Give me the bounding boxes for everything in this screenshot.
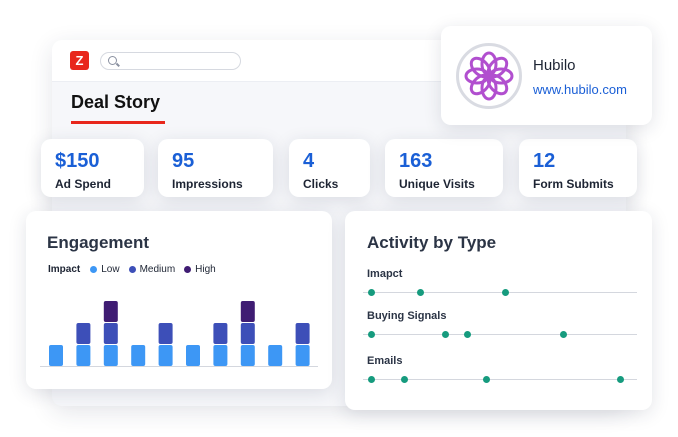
legend-dot — [90, 266, 98, 273]
bar-segment-low[interactable] — [268, 345, 283, 366]
activity-row-label-emails: Emails — [367, 355, 403, 367]
stat-label: Ad Spend — [55, 177, 111, 191]
stat-label: Impressions — [172, 177, 243, 191]
bar-segment-medium[interactable] — [213, 323, 228, 344]
search-icon — [108, 56, 117, 65]
legend-dot — [184, 266, 192, 273]
bar-segment-low[interactable] — [295, 345, 310, 366]
bar-segment-low[interactable] — [131, 345, 146, 366]
activity-track-emails — [363, 376, 637, 383]
stat-card-unique-visits[interactable]: 163 Unique Visits — [385, 139, 503, 197]
activity-track-buying-signals — [363, 331, 637, 338]
legend-item-low: Low — [90, 264, 120, 275]
bar-segment-medium[interactable] — [158, 323, 173, 344]
stat-value: 95 — [172, 150, 195, 172]
activity-title: Activity by Type — [367, 233, 497, 252]
legend-label: High — [195, 264, 216, 275]
activity-dot[interactable] — [417, 289, 425, 296]
stat-card-ad-spend[interactable]: $150 Ad Spend — [41, 139, 144, 197]
bar-segment-high[interactable] — [240, 301, 255, 322]
legend-dot — [128, 266, 136, 273]
title-underline — [71, 121, 165, 124]
app-logo[interactable]: Z — [70, 51, 89, 70]
activity-dot[interactable] — [559, 331, 567, 338]
bar-segment-medium[interactable] — [76, 323, 91, 344]
activity-dot[interactable] — [501, 289, 509, 296]
engagement-legend: Impact Low Medium High — [48, 264, 225, 275]
bar-segment-low[interactable] — [158, 345, 173, 366]
stat-label: Clicks — [303, 177, 339, 191]
activity-dot[interactable] — [617, 376, 625, 383]
bar-segment-high[interactable] — [103, 301, 118, 322]
stat-value: 12 — [533, 150, 556, 172]
activity-dot[interactable] — [482, 376, 490, 383]
stat-label: Unique Visits — [399, 177, 475, 191]
bar-segment-low[interactable] — [186, 345, 200, 366]
activity-row-label-buying-signals: Buying Signals — [367, 310, 447, 322]
activity-dot[interactable] — [367, 289, 375, 296]
bar-segment-medium[interactable] — [240, 323, 255, 344]
stat-value: $150 — [55, 150, 100, 172]
activity-dot[interactable] — [463, 331, 471, 338]
legend-item-high: High — [184, 264, 216, 275]
activity-dot[interactable] — [367, 331, 375, 338]
bar-segment-low[interactable] — [240, 345, 255, 366]
legend-label: Medium — [139, 264, 176, 275]
bar-segment-low[interactable] — [76, 345, 91, 366]
stat-value: 163 — [399, 150, 433, 172]
engagement-title: Engagement — [47, 233, 150, 252]
activity-dot[interactable] — [441, 331, 449, 338]
bar-segment-medium[interactable] — [295, 323, 310, 344]
bar-segment-low[interactable] — [49, 345, 63, 366]
activity-panel: Activity by Type Imapct Buying Signals E… — [345, 211, 652, 410]
flower-logo-icon — [464, 51, 514, 101]
search-box[interactable] — [100, 52, 241, 70]
logo-petal — [469, 56, 492, 79]
company-name: Hubilo — [533, 57, 576, 74]
legend-item-medium: Medium — [128, 264, 176, 275]
bar-segment-low[interactable] — [213, 345, 228, 366]
stat-value: 4 — [303, 150, 315, 172]
activity-dot[interactable] — [400, 376, 408, 383]
legend-label: Low — [101, 264, 120, 275]
company-logo — [456, 43, 522, 109]
company-url[interactable]: www.hubilo.com — [533, 82, 627, 97]
stat-card-clicks[interactable]: 4 Clicks — [289, 139, 370, 197]
bar-segment-low[interactable] — [103, 345, 118, 366]
activity-dot[interactable] — [367, 376, 375, 383]
legend-title: Impact — [48, 264, 81, 275]
engagement-chart — [40, 301, 318, 367]
search-input[interactable] — [121, 54, 233, 68]
activity-row-label-impact: Imapct — [367, 268, 403, 280]
stat-card-form-submits[interactable]: 12 Form Submits — [519, 139, 637, 197]
stat-label: Form Submits — [533, 177, 614, 191]
bar-segment-medium[interactable] — [103, 323, 118, 344]
engagement-panel: Engagement Impact Low Medium High — [26, 211, 332, 389]
page-title: Deal Story — [71, 92, 161, 112]
stat-card-impressions[interactable]: 95 Impressions — [158, 139, 273, 197]
company-card[interactable]: Hubilo www.hubilo.com — [441, 26, 652, 125]
activity-track-impact — [363, 289, 637, 296]
